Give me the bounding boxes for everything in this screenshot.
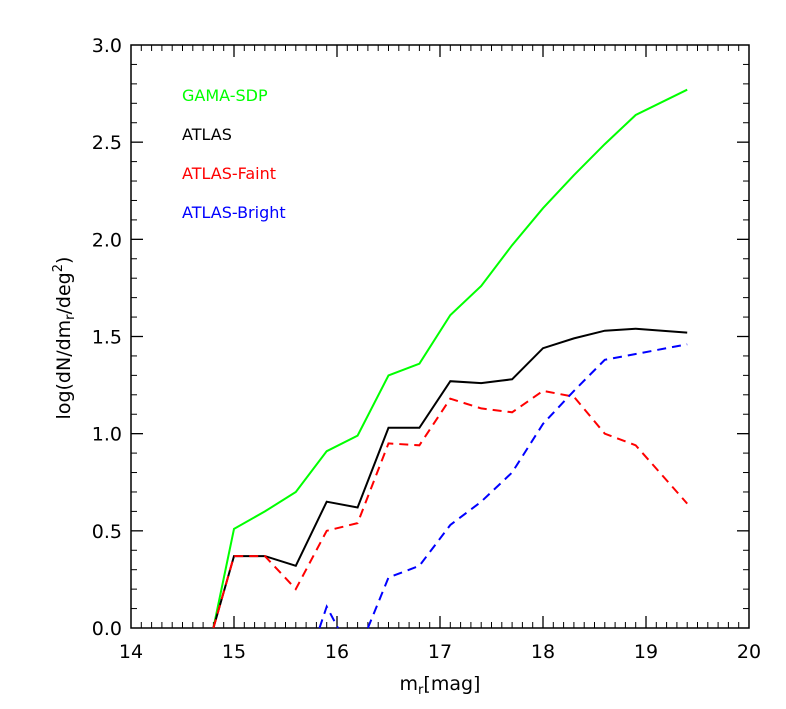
legend: GAMA-SDP ATLAS ATLAS-Faint ATLAS-Bright [182,86,286,222]
series-line-atlas [212,327,688,629]
x-tick-label: 18 [531,641,555,663]
series-line-atlas-bright [318,604,339,629]
x-axis-label: mr[mag] [400,673,481,698]
series-lines [212,88,688,629]
x-tick-label: 19 [634,641,658,663]
legend-entry: ATLAS-Faint [182,164,276,183]
y-tick-label: 1.0 [92,424,122,446]
series-line-atlas-faint [212,389,688,629]
y-axis-label: log(dN/dmr/deg2) [51,257,78,420]
series-line-atlas-bright [366,343,688,629]
legend-entry: GAMA-SDP [182,86,268,105]
y-tick-label: 3.0 [92,35,122,57]
y-tick-label: 1.5 [92,327,122,349]
axes: 14 15 16 17 18 19 20 0.0 0.5 1.0 1.5 2.0 2.5 3.0 [92,35,761,663]
legend-entry: ATLAS [182,125,232,144]
x-tick-label: 14 [119,641,143,663]
legend-entry: ATLAS-Bright [182,203,286,222]
x-tick-label: 17 [428,641,452,663]
y-tick-label: 0.0 [92,618,122,640]
y-tick-label: 0.5 [92,521,122,543]
series-line-gama-sdp [212,88,688,629]
x-tick-label: 20 [737,641,761,663]
y-tick-label: 2.5 [92,132,122,154]
y-tick-label: 2.0 [92,229,122,251]
x-tick-label: 15 [222,641,246,663]
x-tick-label: 16 [325,641,349,663]
